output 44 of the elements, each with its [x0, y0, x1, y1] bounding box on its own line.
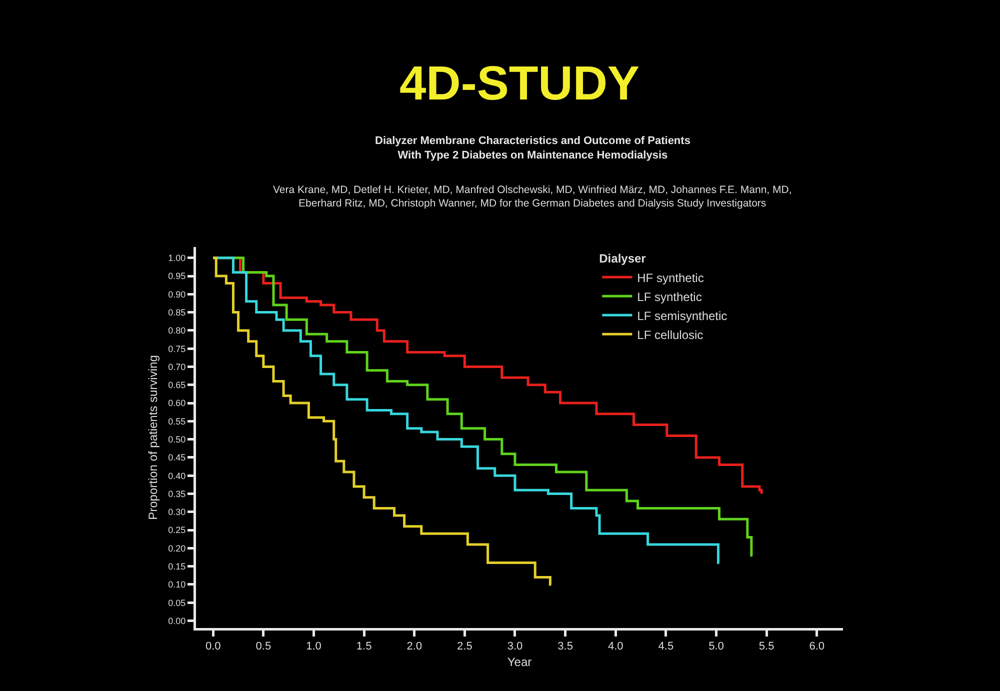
- y-tick-label: 0.85: [168, 307, 186, 318]
- y-tick-label: 0.35: [168, 488, 186, 499]
- legend-label: HF synthetic: [637, 270, 704, 285]
- x-tick-label: 5.5: [758, 640, 774, 653]
- y-tick-label: 0.30: [168, 507, 186, 518]
- y-tick-label: 0.45: [168, 452, 186, 463]
- x-tick-label: 1.0: [306, 640, 322, 653]
- x-tick-label: 2.5: [457, 640, 472, 653]
- y-tick-label: 0.20: [168, 543, 186, 554]
- legend-label: LF cellulosic: [637, 328, 704, 342]
- x-tick-label: 3.5: [558, 640, 573, 653]
- y-tick-label: 0.65: [168, 380, 186, 390]
- y-tick-label: 0.10: [168, 580, 186, 590]
- x-tick-label: 0.5: [256, 640, 272, 653]
- y-tick-label: 0.55: [168, 416, 186, 426]
- y-tick-label: 0.40: [168, 470, 186, 481]
- x-tick-label: 0.0: [205, 640, 221, 653]
- y-tick-label: 0.05: [168, 598, 186, 608]
- chart-title: 4D-STUDY: [399, 58, 640, 111]
- y-tick-label: 0.00: [168, 616, 186, 626]
- y-tick-label: 0.50: [168, 434, 186, 444]
- x-tick-label: 1.5: [356, 640, 372, 653]
- x-axis-title: Year: [507, 654, 532, 669]
- y-tick-label: 0.95: [168, 271, 186, 282]
- x-tick-label: 4.5: [658, 640, 674, 653]
- y-tick-label: 1.00: [168, 253, 186, 264]
- y-tick-label: 0.15: [168, 561, 186, 572]
- legend-title: Dialyser: [599, 252, 646, 266]
- text: Vera Krane, MD, Detlef H. Krieter, MD, Manfred Olschewski, MD, Winfried März, MD, Johannes F.E. Mann, MD, Eberhard Ritz, MD, Christoph Wanner, MD for the German Diabetes and Dialysis Study Investigators: [273, 184, 792, 210]
- y-tick-label: 0.60: [168, 398, 186, 408]
- y-tick-label: 0.70: [168, 362, 186, 372]
- y-tick-label: 0.80: [168, 326, 186, 336]
- y-tick-label: 0.25: [168, 525, 186, 536]
- x-tick-label: 2.0: [406, 640, 422, 653]
- y-tick-label: 0.75: [168, 344, 186, 354]
- y-axis-title: Proportion of patients surviving: [146, 355, 160, 520]
- chart-subtitle: Dialyzer Membrane Characteristics and Outcome of Patients With Type 2 Diabetes on Maintenance Hemodialysis: [375, 135, 690, 162]
- x-tick-label: 4.0: [608, 640, 624, 653]
- x-tick-label: 5.0: [708, 640, 724, 653]
- legend-label: LF synthetic: [637, 290, 702, 304]
- x-tick-label: 6.0: [809, 640, 824, 653]
- legend-label: LF semisynthetic: [637, 308, 728, 323]
- y-tick-label: 0.90: [168, 289, 186, 300]
- x-tick-label: 3.0: [507, 640, 523, 653]
